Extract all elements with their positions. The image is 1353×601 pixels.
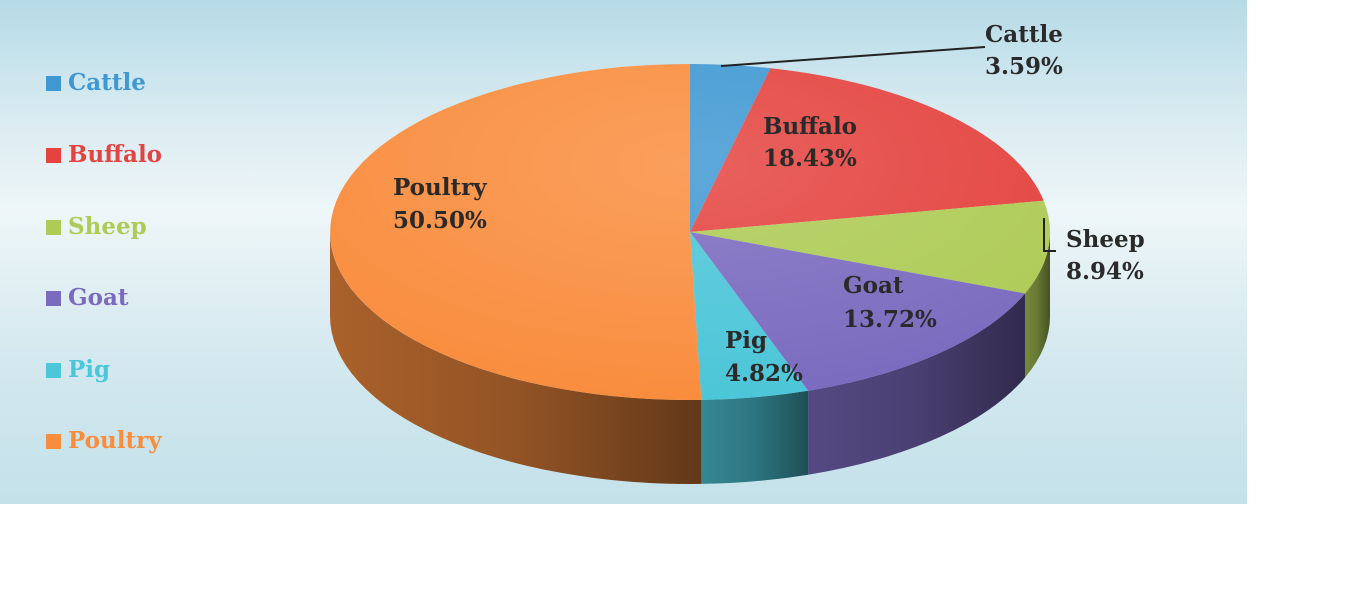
legend-label-buffalo: Buffalo bbox=[68, 141, 163, 168]
leader-line-cattle bbox=[720, 46, 986, 67]
slice-label-poultry: Poultry 50.50% bbox=[393, 174, 487, 234]
slice-label-goat: Goat 13.72% bbox=[843, 272, 937, 333]
slice-label-sheep-name: Sheep bbox=[1066, 226, 1145, 253]
slice-label-sheep: Sheep 8.94% bbox=[1066, 226, 1145, 285]
slice-label-buffalo-name: Buffalo bbox=[763, 113, 857, 140]
legend-item-goat: Goat bbox=[46, 283, 129, 313]
slice-label-goat-name: Goat bbox=[843, 272, 904, 299]
slice-label-cattle: Cattle 3.59% bbox=[985, 21, 1063, 80]
pie-side-shade-goat bbox=[808, 293, 1026, 475]
slice-label-pig-name: Pig bbox=[725, 327, 767, 354]
legend-item-poultry: Poultry bbox=[46, 426, 162, 456]
slice-label-cattle-name: Cattle bbox=[985, 21, 1063, 48]
slice-label-buffalo: Buffalo 18.43% bbox=[763, 113, 857, 172]
slice-label-poultry-value: 50.50% bbox=[393, 207, 487, 234]
slice-label-cattle-value: 3.59% bbox=[985, 53, 1063, 80]
legend-swatch-goat bbox=[46, 290, 61, 306]
legend: Cattle Buffalo Sheep Goat Pig Poultry bbox=[46, 0, 246, 504]
legend-item-pig: Pig bbox=[46, 355, 110, 385]
pie-chart: Cattle 3.59% Buffalo 18.43% Sheep 8.94% Goa… bbox=[330, 21, 1145, 485]
legend-item-buffalo: Buffalo bbox=[46, 140, 162, 170]
legend-item-sheep: Sheep bbox=[46, 212, 147, 242]
leader-lines bbox=[720, 46, 1056, 252]
legend-label-poultry: Poultry bbox=[68, 427, 162, 454]
pie-side-shade-poultry bbox=[330, 232, 702, 485]
legend-swatch-poultry bbox=[46, 433, 61, 449]
slice-labels: Cattle 3.59% Buffalo 18.43% Sheep 8.94% Goa… bbox=[393, 21, 1145, 387]
legend-swatch-sheep bbox=[46, 219, 61, 235]
leader-line-sheep bbox=[1043, 218, 1056, 252]
pie-sides bbox=[330, 232, 1050, 485]
pie-side-shade-sheep bbox=[1025, 232, 1050, 378]
pie-top-gloss bbox=[330, 64, 1050, 400]
legend-item-cattle: Cattle bbox=[46, 68, 146, 98]
legend-label-pig: Pig bbox=[68, 356, 111, 383]
slice-label-pig-value: 4.82% bbox=[725, 360, 803, 387]
slice-label-poultry-name: Poultry bbox=[393, 174, 487, 201]
legend-swatch-buffalo bbox=[46, 147, 61, 163]
legend-label-sheep: Sheep bbox=[68, 213, 147, 240]
pie-tops bbox=[330, 64, 1050, 400]
slice-label-goat-value: 13.72% bbox=[843, 306, 937, 333]
slice-label-buffalo-value: 18.43% bbox=[763, 145, 857, 172]
slice-label-pig: Pig 4.82% bbox=[725, 327, 803, 387]
legend-label-cattle: Cattle bbox=[68, 69, 146, 96]
chart-panel: Cattle Buffalo Sheep Goat Pig Poultry bbox=[0, 0, 1247, 504]
legend-swatch-cattle bbox=[46, 75, 61, 91]
legend-label-goat: Goat bbox=[68, 284, 129, 311]
legend-swatch-pig bbox=[46, 362, 61, 378]
pie-side-shade-pig bbox=[701, 390, 809, 484]
slice-label-sheep-value: 8.94% bbox=[1066, 258, 1144, 285]
